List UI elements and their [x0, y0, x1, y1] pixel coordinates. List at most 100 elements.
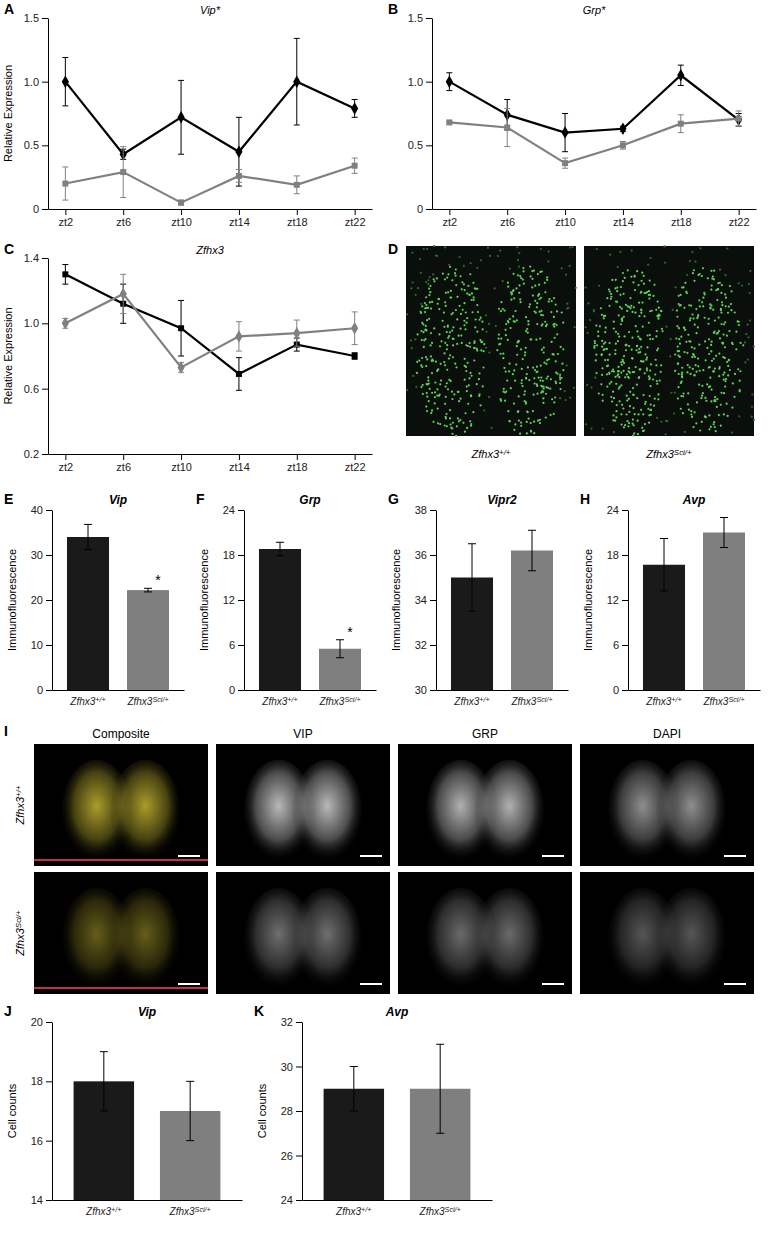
tick-label: 30	[31, 549, 43, 561]
error-bar	[84, 524, 92, 549]
nucleus	[410, 287, 412, 289]
nucleus	[459, 419, 461, 421]
nucleus	[595, 354, 597, 356]
nucleus	[442, 273, 444, 275]
nucleus	[546, 323, 548, 325]
error-cap	[62, 57, 68, 58]
panel-i: ICompositeVIPGRPDAPIZfhx3+/+Zfhx3Sci/+	[4, 723, 754, 994]
tick-mark	[42, 454, 48, 455]
error-cap	[84, 524, 92, 525]
nucleus	[675, 286, 677, 288]
nucleus	[547, 260, 549, 262]
tick: Zfhx3+/+	[261, 690, 297, 707]
nucleus	[467, 403, 469, 405]
nucleus	[500, 301, 502, 303]
error-bar	[562, 158, 568, 168]
nucleus	[559, 382, 561, 384]
nucleus	[534, 285, 536, 287]
nucleus	[709, 366, 711, 368]
nucleus	[542, 397, 544, 399]
label-sup: +/+	[95, 695, 105, 704]
tick-mark	[238, 645, 244, 646]
nucleus	[539, 379, 541, 381]
nucleus	[513, 297, 515, 299]
nucleus	[559, 374, 561, 376]
nucleus	[433, 327, 435, 329]
nucleus	[434, 402, 436, 404]
label-base: Zfhx3	[69, 696, 95, 707]
nucleus	[682, 395, 684, 397]
nucleus	[649, 338, 651, 340]
nucleus	[429, 285, 431, 287]
nucleus	[556, 333, 558, 335]
marker	[504, 125, 510, 131]
nucleus	[687, 334, 689, 336]
nucleus	[656, 380, 658, 382]
nucleus	[511, 293, 513, 295]
nucleus	[536, 393, 538, 395]
nucleus	[636, 270, 638, 272]
nucleus	[751, 406, 753, 408]
nucleus	[464, 379, 466, 381]
nucleus	[476, 304, 478, 306]
nucleus	[546, 377, 548, 379]
nucleus	[708, 366, 710, 368]
nucleus	[514, 380, 516, 382]
nucleus	[470, 423, 472, 425]
nucleus	[657, 300, 659, 302]
nucleus	[676, 316, 678, 318]
nucleus	[516, 319, 518, 321]
error-cap	[504, 108, 510, 109]
nucleus	[694, 374, 696, 376]
nucleus	[708, 318, 710, 320]
bar	[511, 551, 553, 691]
nucleus	[696, 317, 698, 319]
nucleus	[512, 315, 514, 317]
nucleus	[458, 256, 460, 258]
y-axis: 06121824	[223, 504, 245, 696]
nucleus	[708, 338, 710, 340]
error-bar	[186, 1081, 194, 1140]
panel-g: G3032343638Zfhx3+/+Zfhx3Sci/+Immunofluor…	[388, 491, 569, 707]
nucleus	[520, 421, 522, 423]
nucleus	[455, 268, 457, 270]
nucleus	[473, 296, 475, 298]
nucleus	[536, 370, 538, 372]
tick-label: 1.0	[408, 76, 423, 88]
nucleus	[553, 316, 555, 318]
nucleus	[437, 368, 439, 370]
nucleus	[723, 379, 725, 381]
chart-title: Vip*	[200, 4, 221, 16]
nucleus	[691, 251, 693, 253]
nucleus	[522, 358, 524, 360]
error-cap	[736, 126, 742, 127]
nucleus	[688, 340, 690, 342]
nucleus	[518, 340, 520, 342]
nucleus	[424, 338, 426, 340]
nucleus	[469, 346, 471, 348]
nucleus	[683, 327, 685, 329]
nucleus	[544, 291, 546, 293]
nucleus	[415, 294, 417, 296]
nucleus	[473, 359, 475, 361]
error-cap	[350, 1111, 358, 1112]
nucleus	[678, 373, 680, 375]
nucleus	[730, 309, 732, 311]
nucleus	[530, 422, 532, 424]
nucleus	[489, 255, 491, 257]
nucleus	[620, 413, 622, 415]
nucleus	[425, 329, 427, 331]
chart-title: Grp	[299, 493, 320, 507]
marker	[678, 121, 684, 127]
nucleus	[438, 308, 440, 310]
nucleus	[631, 337, 633, 339]
error-bar	[236, 358, 242, 391]
nucleus	[443, 326, 445, 328]
scale-bar	[542, 855, 564, 857]
nucleus	[625, 304, 627, 306]
error-bar	[100, 1052, 108, 1111]
nucleus	[615, 279, 617, 281]
nucleus	[689, 319, 691, 321]
nucleus	[711, 360, 713, 362]
marks	[62, 265, 358, 391]
